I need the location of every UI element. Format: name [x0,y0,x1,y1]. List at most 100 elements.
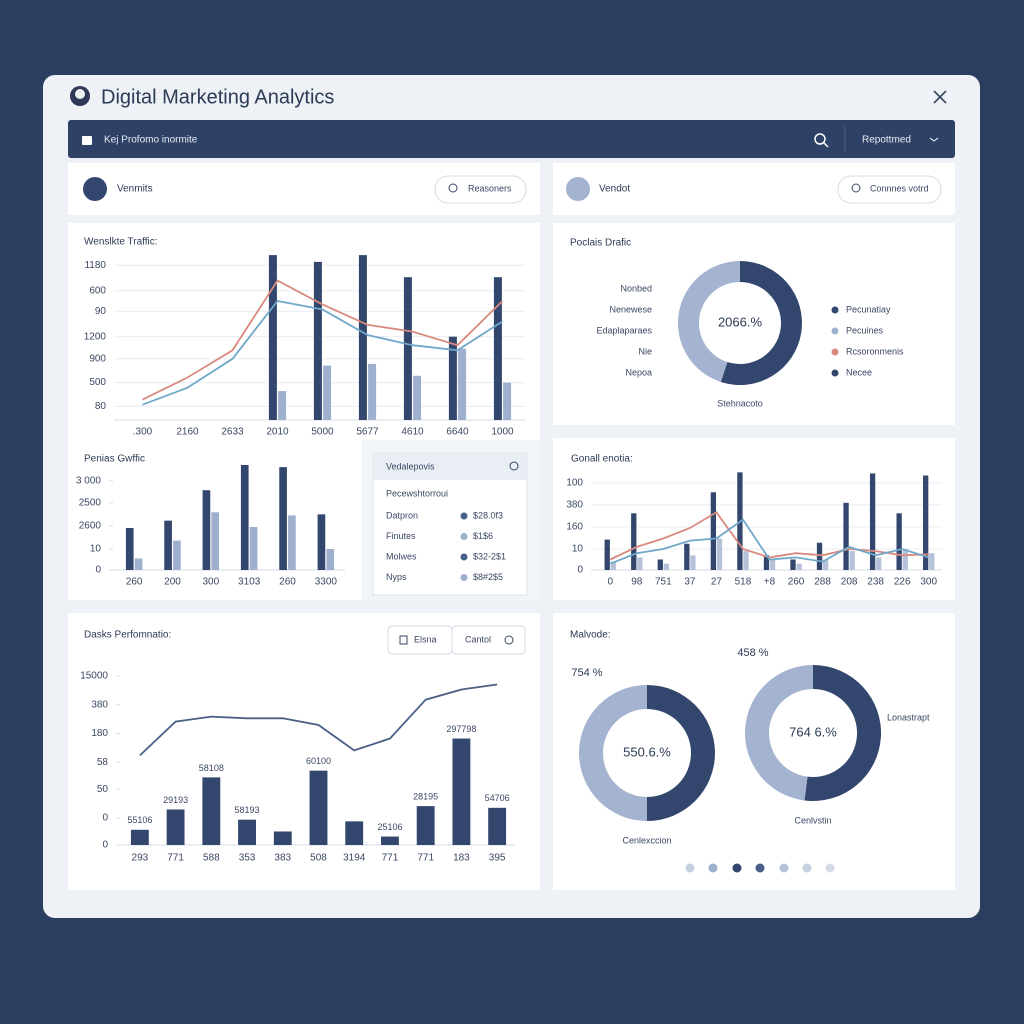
page-dot[interactable] [779,863,789,873]
bar [631,513,637,570]
page-dot[interactable] [755,863,765,873]
donut-caption: Cenlvstin [794,815,831,825]
list-subtitle: Pecewshtorroui [386,488,448,498]
bar [202,777,221,845]
donut-label: Edaplaparaes [596,325,652,335]
x-tick-label: 3194 [343,853,366,864]
x-tick-label: 1000 [491,427,514,438]
y-tick-label: 0 [102,840,108,851]
x-tick-label: 2160 [176,427,199,438]
x-tick-label: 293 [132,853,149,864]
line [609,518,929,565]
bar [458,348,467,420]
bar [843,502,849,570]
list-label: Datpron [386,510,418,520]
bar [452,738,471,845]
list-label: Molwes [386,551,417,561]
bar [790,559,796,570]
legend-dot [831,306,839,314]
y-tick-label: 600 [89,285,106,296]
page-dot[interactable] [825,863,835,873]
x-tick-label: 5000 [311,427,334,438]
bar [503,382,512,420]
page-dot[interactable] [708,863,718,873]
legend-dot [831,327,839,335]
bar [488,807,507,845]
bar [896,513,902,570]
legend-label: Rcsoronmenis [846,346,904,356]
x-tick-label: 208 [841,577,858,588]
y-tick-label: 100 [566,477,583,488]
bar [929,553,935,570]
donut-segment [579,685,647,821]
list-label: Nyps [386,572,407,582]
button[interactable] [451,625,526,655]
bar [690,555,696,570]
legend-label: Necee [846,367,872,377]
refresh-icon[interactable] [509,461,519,471]
x-tick-label: 353 [239,853,256,864]
bar [816,542,823,570]
bar [637,557,643,570]
line [609,511,929,561]
bar-annotation: 60100 [306,756,331,766]
avatar [566,177,590,201]
toolbar-label: Kej Profomo inormite [104,135,198,146]
bar [923,475,929,570]
x-tick-label: 395 [489,853,506,864]
donut-label: Nepoa [625,367,652,377]
bar [317,514,326,570]
page-dot[interactable] [802,863,812,873]
x-tick-label: 3103 [238,577,261,588]
window-title: Digital Marketing Analytics [101,86,334,108]
bar [869,473,876,570]
x-tick-label: 6640 [446,427,469,438]
y-tick-label: 0 [102,813,108,824]
bar [134,558,143,570]
list-icon [460,512,468,520]
donut-label: Nenewese [609,304,652,314]
list-icon [460,533,468,540]
y-tick-label: 10 [90,544,102,555]
line [142,300,503,406]
y-tick-label: 2500 [79,497,102,508]
y-tick-label: 380 [91,699,108,710]
toolbar-dropdown[interactable]: Repottmed [862,135,911,146]
bar [326,549,335,570]
x-tick-label: 98 [631,577,643,588]
bar [249,526,258,570]
app-icon [70,86,90,106]
x-tick-label: 588 [203,853,220,864]
lock-icon [82,136,92,145]
list-value: $8#2$5 [473,572,503,582]
page-dot[interactable] [732,863,742,873]
y-tick-label: 0 [577,565,583,576]
bar-annotation: 29193 [163,795,188,805]
search-box[interactable] [837,175,942,204]
button-label: Elsna [414,634,437,644]
bar [202,490,211,570]
donut-segment [745,665,813,801]
bar-annotation: 28195 [413,792,438,802]
panel [553,438,955,600]
x-tick-label: 518 [735,577,752,588]
y-tick-label: 180 [91,728,108,739]
search-box[interactable] [434,175,527,204]
close-button[interactable] [933,90,947,104]
donut-center-label: 2066.% [718,314,763,329]
list-icon [460,574,468,581]
y-tick-label: 160 [566,522,583,533]
donut-segment [647,685,715,821]
bar [313,261,322,420]
donut-caption: Stehnacoto [717,398,763,408]
bar-annotation: 54706 [485,793,510,803]
bar [279,467,287,570]
page-dot[interactable] [685,863,695,873]
x-tick-label: 4610 [401,427,424,438]
search-icon[interactable] [814,133,829,148]
x-tick-label: 3300 [315,577,338,588]
panel [553,223,955,425]
bar [288,515,296,570]
legend-label: Pecunatiay [846,304,891,314]
